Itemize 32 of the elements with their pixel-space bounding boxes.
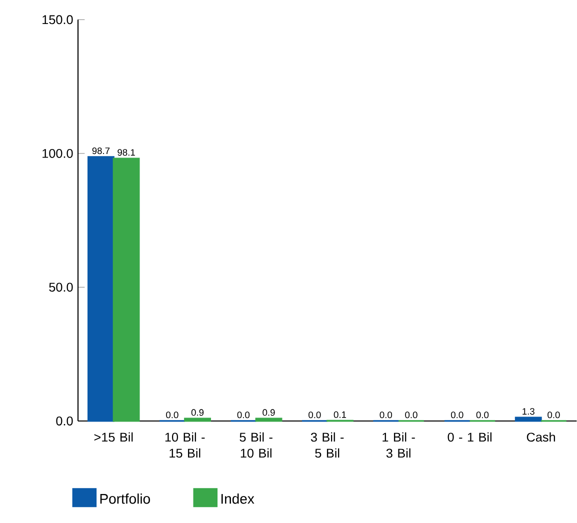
y-tick-label: 50.0 bbox=[49, 282, 73, 292]
data-label: 0.0 bbox=[451, 412, 464, 418]
data-label: 0.0 bbox=[166, 412, 178, 418]
legend-label: Portfolio bbox=[100, 494, 150, 504]
data-label: 0.9 bbox=[262, 409, 275, 416]
bar bbox=[514, 416, 542, 422]
data-label: 0.0 bbox=[548, 412, 560, 418]
legend-label: Index bbox=[221, 494, 254, 504]
x-tick-label: >15 Bil bbox=[94, 432, 133, 442]
data-label: 0.0 bbox=[405, 412, 418, 418]
bar bbox=[255, 418, 282, 422]
x-tick-label: 0 - 1 Bil bbox=[448, 432, 492, 442]
x-tick-label: 3 Bil - 5 Bil bbox=[310, 432, 344, 458]
data-label: 98.7 bbox=[92, 148, 110, 154]
bar bbox=[184, 418, 211, 422]
data-label: 98.1 bbox=[118, 149, 135, 156]
y-tick-label: 100.0 bbox=[42, 148, 73, 158]
y-tick-label: 0.0 bbox=[56, 416, 73, 426]
data-label: 0.1 bbox=[334, 411, 346, 418]
data-label: 0.0 bbox=[476, 412, 489, 418]
data-label: 0.0 bbox=[380, 412, 392, 418]
x-tick-label: 1 Bil - 3 Bil bbox=[382, 432, 415, 458]
x-tick-label: 10 Bil - 15 Bil bbox=[165, 432, 205, 458]
data-label: 0.9 bbox=[191, 409, 204, 416]
x-tick-label: 5 Bil - 10 Bil bbox=[240, 432, 272, 458]
x-tick-label: Cash bbox=[526, 432, 556, 442]
data-label: 1.3 bbox=[522, 408, 534, 415]
data-label: 0.0 bbox=[237, 412, 250, 418]
data-label: 0.0 bbox=[308, 412, 321, 418]
bar bbox=[112, 158, 140, 422]
y-tick-label: 150.0 bbox=[42, 15, 73, 24]
bar bbox=[87, 156, 114, 422]
